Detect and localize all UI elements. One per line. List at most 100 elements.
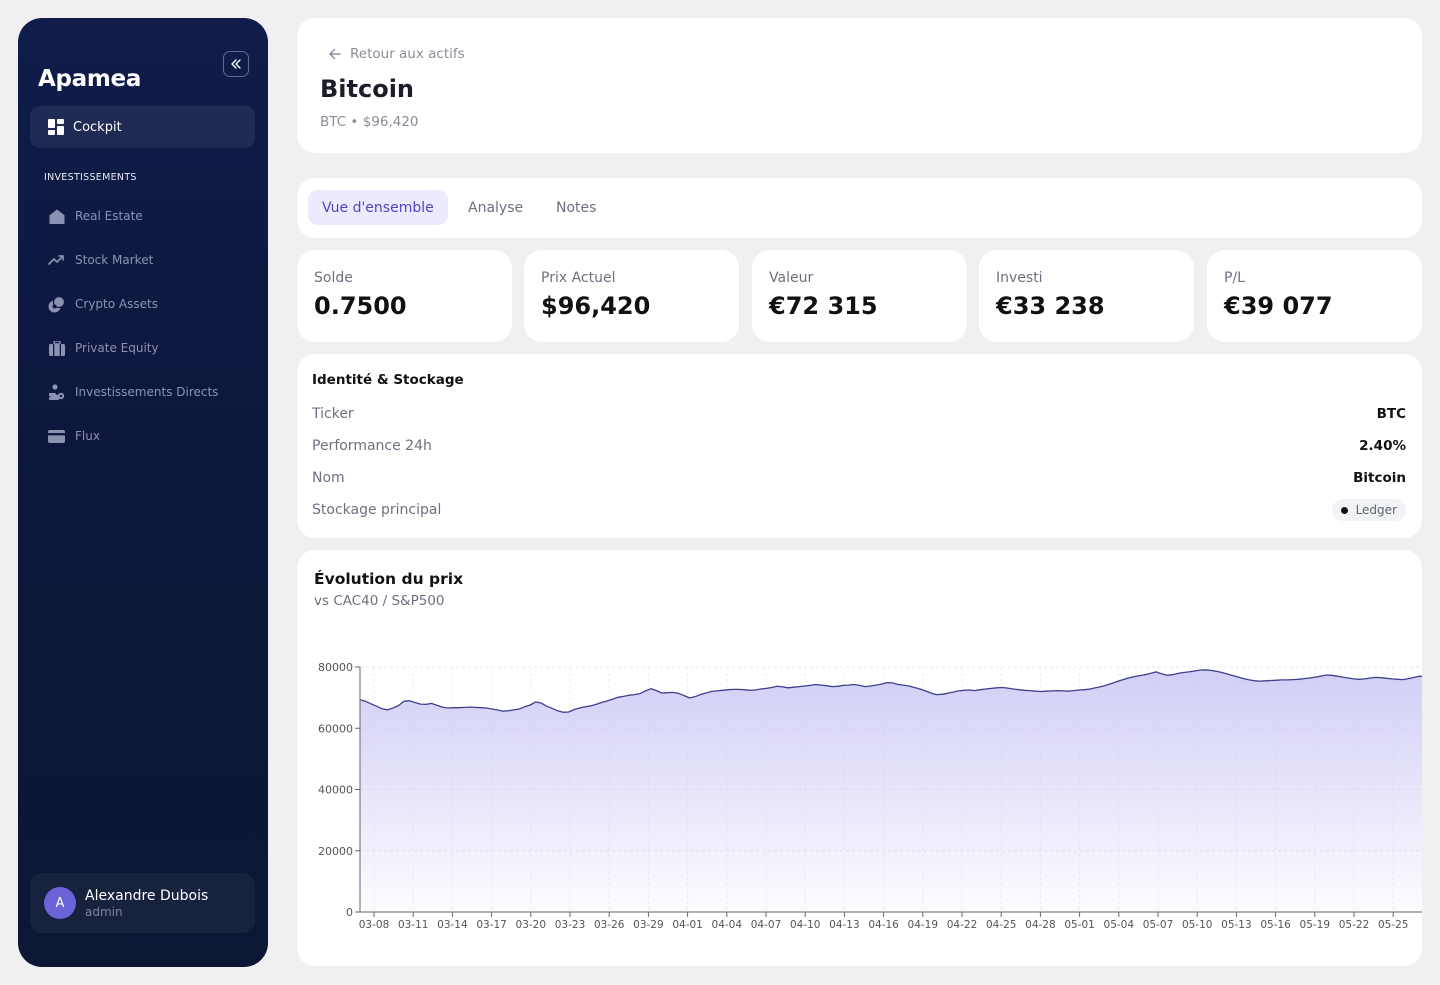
coins-icon: [48, 295, 65, 313]
x-tick-label: 05-01: [1064, 919, 1095, 931]
sidebar-item-label: Crypto Assets: [75, 297, 158, 311]
x-tick-label: 05-07: [1143, 919, 1174, 931]
x-tick-label: 04-04: [712, 919, 743, 931]
identity-row-storage: Stockage principal Ledger: [312, 499, 1406, 521]
sidebar-item-label: Investissements Directs: [75, 385, 219, 399]
y-tick-label: 60000: [318, 722, 353, 735]
x-tick-label: 04-10: [790, 919, 821, 931]
tab-vue-d-ensemble[interactable]: Vue d'ensemble: [308, 190, 448, 225]
x-tick-label: 03-14: [437, 919, 468, 931]
stat-card-investi: Investi €33 238: [979, 250, 1194, 342]
stat-card-prix-actuel: Prix Actuel $96,420: [524, 250, 739, 342]
sidebar-item-label: Flux: [75, 429, 100, 443]
series-line: [359, 669, 1422, 713]
stat-card-solde: Solde 0.7500: [297, 250, 512, 342]
price-chart-card: 0 20000 40000 60000 80000 03-08 03-11 03-14 03-1…: [297, 550, 1422, 966]
user-name: Alexandre Dubois: [85, 887, 209, 904]
sidebar-item-flux[interactable]: Flux: [30, 418, 255, 454]
stat-value: €39 077: [1224, 292, 1333, 320]
user-role: admin: [85, 904, 123, 919]
stat-value: €33 238: [996, 292, 1105, 320]
row-key: Performance 24h: [312, 438, 432, 454]
identity-row-nom: Nom Bitcoin: [312, 467, 1406, 489]
double-chevron-left-icon: [231, 59, 241, 69]
y-tick-label: 40000: [318, 784, 353, 797]
identity-storage-card: Identité & Stockage Ticker BTC Performan…: [297, 354, 1422, 538]
stat-label: Solde: [314, 270, 353, 286]
status-dot-icon: [1340, 506, 1348, 514]
stat-label: Prix Actuel: [541, 270, 616, 286]
y-tick-label: 80000: [318, 661, 353, 674]
sidebar-item-private-equity[interactable]: Private Equity: [30, 330, 255, 366]
x-tick-label: 03-11: [398, 919, 429, 931]
arrow-left-icon: [329, 48, 341, 60]
series-area: [360, 669, 1422, 912]
x-tick-label: 04-19: [908, 919, 939, 931]
card-icon: [48, 428, 65, 445]
trend-up-icon: [48, 252, 65, 269]
x-tick-label: 04-16: [868, 919, 899, 931]
sidebar-item-label: Cockpit: [73, 119, 122, 135]
sidebar-item-crypto-assets[interactable]: Crypto Assets: [30, 286, 255, 322]
row-value: BTC: [1376, 406, 1406, 422]
x-tick-label: 03-17: [476, 919, 507, 931]
sidebar-item-investissements-directs[interactable]: Investissements Directs: [30, 374, 255, 410]
stat-value: €72 315: [769, 292, 878, 320]
sidebar-item-label: Private Equity: [75, 341, 159, 355]
row-key: Nom: [312, 470, 345, 486]
tab-notes[interactable]: Notes: [556, 199, 597, 216]
x-tick-label: 05-13: [1221, 919, 1252, 931]
x-tick-label: 04-22: [947, 919, 978, 931]
storage-value: Ledger: [1355, 503, 1397, 517]
y-tick-label: 0: [346, 906, 353, 919]
sidebar-item-label: Stock Market: [75, 253, 154, 267]
identity-row-performance: Performance 24h 2.40%: [312, 435, 1406, 457]
x-tick-label: 04-13: [829, 919, 860, 931]
x-tick-label: 03-29: [633, 919, 664, 931]
dashboard-icon: [48, 119, 64, 135]
house-icon: [48, 208, 65, 225]
stat-label: P/L: [1224, 270, 1245, 286]
stat-card-pl: P/L €39 077: [1207, 250, 1422, 342]
x-tick-label: 03-26: [594, 919, 625, 931]
back-link[interactable]: Retour aux actifs: [329, 46, 465, 62]
asset-subtitle: BTC • $96,420: [320, 114, 419, 130]
x-tick-label: 04-28: [1025, 919, 1056, 931]
y-tick-label: 20000: [318, 845, 353, 858]
page-title: Bitcoin: [320, 75, 415, 103]
x-tick-label: 05-22: [1339, 919, 1370, 931]
row-value: 2.40%: [1359, 438, 1406, 454]
x-tick-label: 05-25: [1378, 919, 1409, 931]
sidebar-item-cockpit[interactable]: Cockpit: [30, 106, 255, 148]
chart-subtitle: vs CAC40 / S&P500: [314, 593, 445, 609]
back-link-label: Retour aux actifs: [350, 46, 465, 62]
tab-analyse[interactable]: Analyse: [468, 199, 524, 216]
x-tick-label: 05-19: [1300, 919, 1331, 931]
brand-logo[interactable]: Apamea: [38, 66, 142, 92]
x-tick-label: 04-01: [672, 919, 703, 931]
collapse-sidebar-button[interactable]: [223, 51, 249, 77]
x-tick-label: 04-25: [986, 919, 1017, 931]
sidebar-item-real-estate[interactable]: Real Estate: [30, 198, 255, 234]
stat-label: Investi: [996, 270, 1043, 286]
stat-label: Valeur: [769, 270, 814, 286]
user-profile-card[interactable]: A Alexandre Dubois admin: [30, 873, 255, 933]
price-chart[interactable]: 0 20000 40000 60000 80000 03-08 03-11 03-14 03-1…: [297, 550, 1422, 966]
stat-card-valeur: Valeur €72 315: [752, 250, 967, 342]
sidebar: Apamea Cockpit INVESTISSEMENTS Real Esta…: [18, 18, 268, 967]
sidebar-item-stock-market[interactable]: Stock Market: [30, 242, 255, 278]
sidebar-item-label: Real Estate: [75, 209, 143, 223]
x-tick-label: 03-08: [359, 919, 390, 931]
asset-header: Retour aux actifs Bitcoin BTC • $96,420: [297, 18, 1422, 153]
x-tick-label: 05-10: [1182, 919, 1213, 931]
stat-value: $96,420: [541, 292, 651, 320]
storage-badge: Ledger: [1331, 499, 1406, 521]
row-value: Bitcoin: [1353, 470, 1406, 486]
hand-coin-icon: [48, 383, 65, 401]
row-key: Ticker: [312, 406, 354, 422]
x-tick-label: 03-23: [555, 919, 586, 931]
x-tick-label: 03-20: [516, 919, 547, 931]
x-tick-label: 05-16: [1260, 919, 1291, 931]
identity-row-ticker: Ticker BTC: [312, 403, 1406, 425]
chart-title: Évolution du prix: [314, 570, 464, 588]
